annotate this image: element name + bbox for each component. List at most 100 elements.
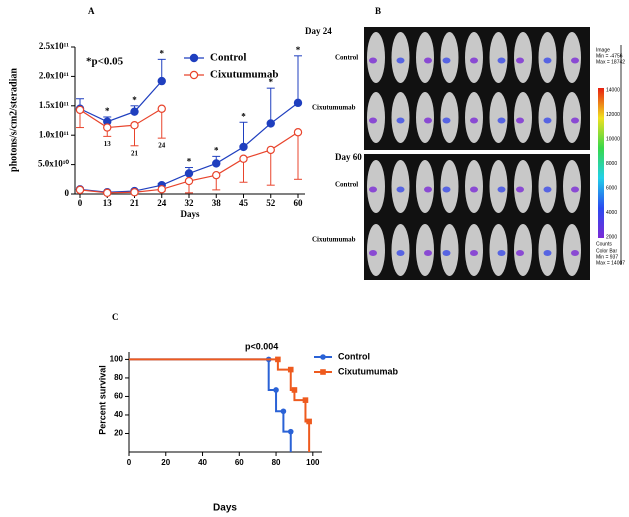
x-axis-label: Days: [180, 209, 199, 219]
day-label: 13: [104, 140, 112, 148]
signal: [516, 57, 524, 64]
colorbar-info: Min = 937: [596, 254, 618, 260]
x-tick-label: 38: [212, 198, 222, 208]
signal: [442, 250, 451, 256]
point: [273, 387, 279, 393]
point: [266, 119, 275, 128]
point: [239, 154, 248, 163]
survival-curve: [129, 358, 311, 452]
point: [266, 145, 275, 155]
y-axis-label: photons/s/cm2/steradian: [8, 68, 19, 172]
mouse: [440, 92, 459, 143]
significance: *: [241, 111, 246, 121]
image-info: Min = -4756: [596, 53, 623, 59]
legend-marker: [189, 70, 199, 80]
signal: [543, 186, 552, 193]
x-tick-label: 80: [272, 458, 281, 467]
significance: *: [132, 95, 137, 105]
x-tick-label: 40: [198, 458, 207, 467]
mouse: [489, 92, 508, 143]
colorbar-unit: Counts: [596, 241, 612, 247]
signal: [571, 57, 579, 64]
signal: [470, 250, 478, 256]
signal: [369, 186, 377, 193]
day-label: 24: [158, 142, 166, 150]
mouse: [489, 32, 508, 83]
mouse: [367, 32, 385, 83]
y-axis-label: Percent survival: [97, 365, 107, 435]
colorbar-info: Color Bar: [596, 248, 617, 254]
colorbar-tick: 2000: [606, 234, 617, 240]
colorbar-tick: 6000: [606, 185, 617, 191]
y-tick-label: 1.0x10¹¹: [39, 129, 69, 139]
day-label: 21: [131, 149, 139, 157]
y-tick-label: 100: [110, 355, 124, 364]
mouse-images: [364, 27, 590, 280]
signal: [424, 186, 432, 193]
row-label: Control: [335, 181, 358, 189]
signal: [543, 117, 552, 124]
legend-label: Control: [338, 351, 370, 361]
y-tick-label: 5.0x10¹⁰: [38, 159, 69, 169]
mouse: [563, 224, 581, 276]
signal: [470, 117, 478, 124]
signal: [571, 250, 579, 256]
signal: [369, 57, 377, 64]
signal: [369, 117, 377, 124]
signal: [369, 250, 377, 256]
signal: [497, 186, 506, 193]
day-label: Day 24: [305, 26, 332, 36]
row-label: Cixutumumab: [312, 236, 356, 244]
point: [291, 387, 298, 393]
mouse: [514, 160, 532, 213]
mouse: [367, 160, 385, 213]
point: [157, 76, 166, 86]
series-line: [79, 108, 163, 129]
colorbar-tick: 14000: [606, 87, 620, 93]
y-tick-label: 0: [65, 188, 70, 198]
mouse: [367, 224, 385, 276]
signal: [571, 117, 579, 124]
signal: [396, 250, 405, 256]
mouse: [563, 92, 581, 143]
signal: [543, 57, 552, 64]
signal: [516, 186, 524, 193]
signal: [442, 117, 451, 124]
y-tick-label: 2.0x10¹¹: [39, 70, 69, 80]
day-label: Day 60: [335, 152, 362, 162]
x-tick-label: 60: [294, 198, 304, 208]
panel-label: A: [88, 6, 95, 16]
point: [184, 169, 194, 178]
x-tick-label: 32: [185, 198, 195, 208]
y-tick-label: 2.5x10¹¹: [39, 41, 69, 51]
point: [75, 185, 85, 195]
x-tick-label: 20: [161, 458, 170, 467]
mouse: [440, 224, 459, 276]
mouse: [514, 224, 532, 276]
mouse: [440, 32, 459, 83]
colorbar-tick: 8000: [606, 161, 617, 167]
row-label: Cixutumumab: [312, 104, 356, 112]
significance: *: [160, 48, 165, 58]
signal: [497, 117, 506, 124]
mice: [367, 32, 581, 276]
mouse: [514, 92, 532, 143]
point: [239, 142, 248, 152]
signal: [470, 186, 478, 193]
panel-label: B: [375, 6, 381, 16]
mouse: [489, 160, 508, 213]
point: [287, 428, 294, 435]
image-info: Max = 18742: [596, 59, 625, 65]
signal: [442, 186, 451, 193]
x-tick-label: 52: [266, 198, 276, 208]
image-info: Image: [596, 47, 610, 53]
mouse: [416, 92, 434, 143]
x-tick-label: 45: [239, 198, 249, 208]
significance: *: [214, 145, 219, 155]
y-tick-label: 1.5x10¹¹: [39, 100, 69, 110]
legend-label: Control: [210, 52, 246, 64]
point: [275, 356, 281, 363]
colorbar-tick: 4000: [606, 210, 617, 216]
panel-label: C: [112, 312, 119, 322]
